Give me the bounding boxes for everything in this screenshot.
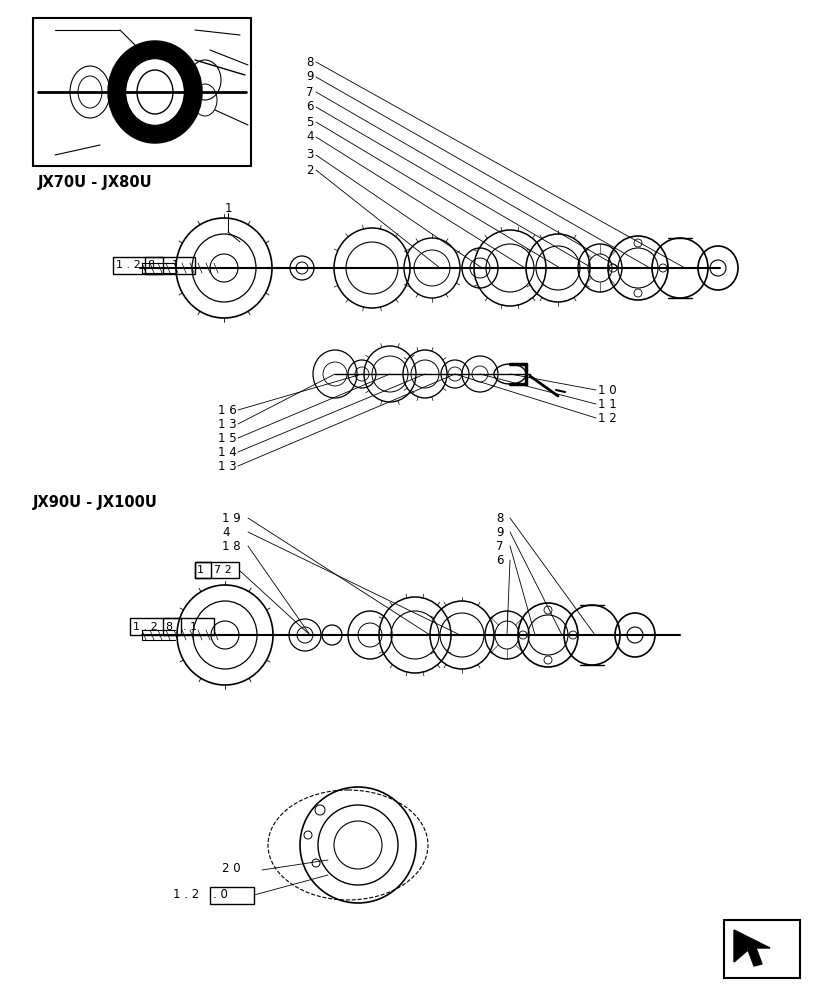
Text: 5: 5 — [306, 115, 314, 128]
Text: 1 4: 1 4 — [218, 446, 237, 458]
Bar — [163, 618, 181, 635]
Text: 6: 6 — [496, 554, 503, 566]
Ellipse shape — [127, 60, 183, 124]
Text: 3: 3 — [306, 148, 314, 161]
Text: JX70U - JX80U: JX70U - JX80U — [38, 174, 152, 190]
Bar — [210, 887, 254, 904]
Bar — [33, 18, 251, 166]
Text: 8: 8 — [147, 260, 154, 270]
Text: 2: 2 — [306, 163, 314, 176]
Text: 1: 1 — [225, 202, 232, 215]
Text: 1 8: 1 8 — [222, 540, 240, 552]
Bar — [130, 618, 214, 635]
Bar — [113, 257, 195, 274]
Text: 1 6: 1 6 — [218, 403, 237, 416]
Text: 1 . 2: 1 . 2 — [133, 621, 158, 632]
Text: 8: 8 — [165, 621, 172, 632]
Text: 1 . 2: 1 . 2 — [173, 888, 199, 902]
Bar — [195, 562, 239, 578]
Text: JX90U - JX100U: JX90U - JX100U — [33, 494, 158, 510]
Text: . 0: . 0 — [213, 888, 228, 902]
Text: 4: 4 — [306, 130, 314, 143]
Text: 1 3: 1 3 — [218, 418, 236, 430]
Text: 7: 7 — [496, 540, 503, 552]
Text: 7 2: 7 2 — [214, 565, 232, 575]
Text: . 1: . 1 — [165, 260, 179, 270]
Text: 7: 7 — [306, 86, 314, 99]
Bar — [724, 920, 800, 978]
Bar — [195, 562, 211, 578]
Bar — [145, 257, 163, 274]
Polygon shape — [734, 930, 770, 966]
Text: 1: 1 — [197, 565, 204, 575]
Text: 1 5: 1 5 — [218, 432, 236, 444]
Text: 8: 8 — [306, 55, 314, 68]
Text: 4: 4 — [222, 526, 230, 538]
Text: 1 . 2: 1 . 2 — [116, 260, 141, 270]
Text: 8: 8 — [496, 512, 503, 524]
Text: 2 0: 2 0 — [222, 861, 240, 874]
Text: 1 1: 1 1 — [598, 397, 617, 410]
Text: 1 9: 1 9 — [222, 512, 240, 524]
Text: 1 0: 1 0 — [598, 383, 617, 396]
Text: . 1: . 1 — [183, 621, 197, 632]
Text: 1 2: 1 2 — [598, 412, 617, 424]
Text: 9: 9 — [496, 526, 503, 538]
Text: 9: 9 — [306, 70, 314, 84]
Text: 6: 6 — [306, 101, 314, 113]
Text: 1 3: 1 3 — [218, 460, 236, 473]
